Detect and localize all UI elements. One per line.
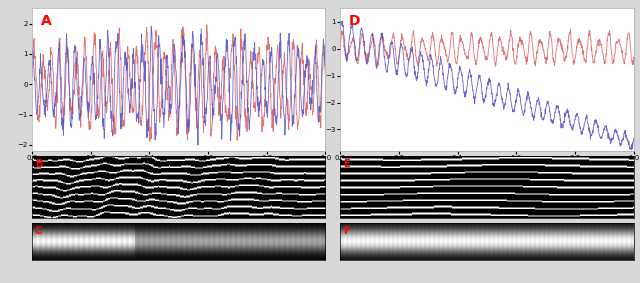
Text: B: B	[35, 159, 42, 169]
Text: A: A	[41, 14, 52, 28]
Text: F: F	[343, 226, 349, 236]
Text: E: E	[343, 159, 349, 169]
Text: D: D	[349, 14, 360, 28]
Text: C: C	[35, 226, 42, 236]
